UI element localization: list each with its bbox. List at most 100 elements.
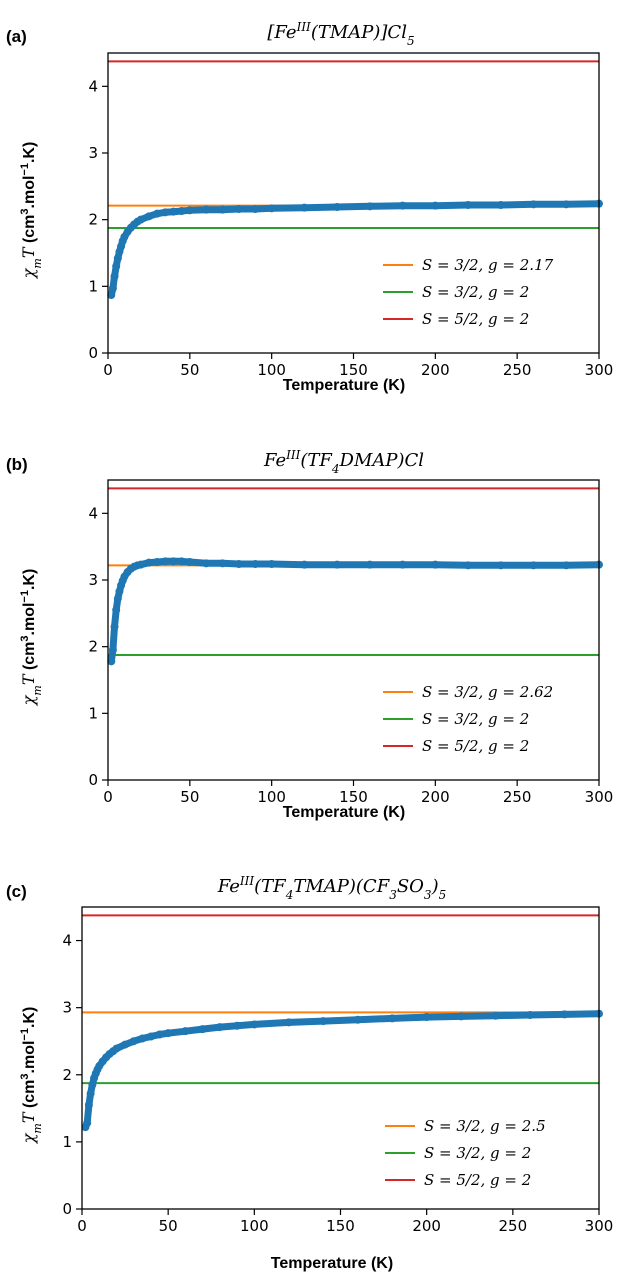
y-tick-label: 0 <box>88 344 98 362</box>
data-point <box>529 561 538 570</box>
y-tick-label: 0 <box>88 771 98 789</box>
y-tick-label: 4 <box>62 932 72 950</box>
y-tick-label: 3 <box>62 999 72 1017</box>
data-point <box>110 622 119 631</box>
data-point <box>108 646 117 654</box>
legend-entry: S = 3/2, g = 2 <box>422 283 529 301</box>
data-point <box>267 560 276 568</box>
data-point <box>84 1100 93 1109</box>
chart-title: FeIII(TF4DMAP)Cl <box>263 448 424 476</box>
data-point <box>267 204 276 213</box>
data-point <box>107 291 116 299</box>
data-point <box>388 1014 397 1023</box>
data-point <box>202 559 211 568</box>
data-point <box>422 1013 431 1022</box>
data-point <box>198 1025 207 1034</box>
data-point <box>161 557 170 566</box>
data-point <box>138 1034 147 1043</box>
data-point <box>333 560 342 569</box>
data-point <box>110 272 119 281</box>
data-point <box>251 205 260 213</box>
data-point <box>529 200 538 209</box>
data-point <box>121 1040 130 1049</box>
x-tick-label: 0 <box>103 788 113 806</box>
data-point <box>136 560 145 569</box>
panel-label: (b) <box>6 455 28 474</box>
data-point <box>86 1089 95 1098</box>
legend: S = 3/2, g = 2.17 S = 3/2, g = 2 S = 5/2… <box>383 256 554 328</box>
data-point <box>319 1017 328 1026</box>
x-tick-label: 100 <box>257 788 286 806</box>
data-point <box>169 557 178 566</box>
data-point <box>250 1020 259 1029</box>
data-point <box>365 560 374 569</box>
data-point <box>113 254 122 263</box>
data-point <box>107 657 116 666</box>
x-axis-title: Temperature (K) <box>271 1255 393 1272</box>
data-point <box>233 1021 242 1030</box>
legend-entry: S = 3/2, g = 2.62 <box>422 683 553 701</box>
data-point <box>562 561 571 570</box>
y-tick-label: 1 <box>88 277 98 295</box>
x-tick-label: 150 <box>339 788 368 806</box>
x-tick-label: 200 <box>421 788 450 806</box>
data-point <box>185 206 194 215</box>
data-point <box>83 1119 92 1128</box>
data-point <box>526 1011 535 1020</box>
data-point <box>251 560 260 568</box>
legend-entry: S = 5/2, g = 2 <box>422 737 529 755</box>
legend-entry: S = 3/2, g = 2.5 <box>424 1117 546 1135</box>
x-tick-label: 200 <box>412 1217 441 1235</box>
x-tick-label: 50 <box>159 1217 178 1235</box>
x-axis-title: Temperature (K) <box>283 377 405 394</box>
x-tick-label: 50 <box>180 788 199 806</box>
data-point <box>153 558 162 566</box>
data-point <box>155 1030 164 1039</box>
y-tick-label: 4 <box>88 504 98 522</box>
y-axis-title: χmT (cm3.mol−1.K) <box>19 142 44 280</box>
data-point <box>300 203 309 212</box>
data-point <box>457 1012 466 1021</box>
data-point <box>234 560 243 568</box>
y-axis-title: χmT (cm3.mol−1.K) <box>19 1007 44 1145</box>
x-tick-label: 50 <box>180 361 199 379</box>
data-point <box>431 560 440 569</box>
x-tick-label: 300 <box>585 361 614 379</box>
plot-area: 0 50 100 150 200 250 300 0 1 2 3 4 <box>62 906 614 1235</box>
data-point <box>218 559 227 568</box>
data-point <box>113 594 122 603</box>
data-point <box>112 262 121 271</box>
y-tick-label: 1 <box>88 704 98 722</box>
y-tick-label: 1 <box>62 1133 72 1151</box>
data-point <box>129 1037 138 1046</box>
data-point <box>144 212 153 221</box>
panel-label: (c) <box>6 882 27 901</box>
data-point <box>333 203 342 211</box>
data-point <box>491 1011 500 1020</box>
y-tick-label: 2 <box>88 211 98 229</box>
data-point <box>365 202 374 211</box>
legend: S = 3/2, g = 2.62 S = 3/2, g = 2 S = 5/2… <box>383 683 553 755</box>
data-point <box>153 209 162 218</box>
data-point <box>146 1032 155 1041</box>
y-tick-label: 3 <box>88 571 98 589</box>
data-point <box>218 205 227 214</box>
y-tick-label: 0 <box>62 1200 72 1218</box>
data-point <box>234 205 243 213</box>
x-axis-title: Temperature (K) <box>283 804 405 821</box>
y-axis-title: χmT (cm3.mol−1.K) <box>19 569 44 707</box>
data-point <box>215 1023 224 1032</box>
legend-entry: S = 3/2, g = 2 <box>422 710 529 728</box>
legend-entry: S = 5/2, g = 2 <box>424 1171 531 1189</box>
x-tick-label: 300 <box>585 1217 614 1235</box>
y-tick-label: 2 <box>62 1066 72 1084</box>
data-point <box>108 284 117 293</box>
legend: S = 3/2, g = 2.5 S = 3/2, g = 2 S = 5/2,… <box>385 1117 546 1189</box>
data-point <box>112 606 121 614</box>
x-tick-label: 150 <box>339 361 368 379</box>
panel-label: (a) <box>6 27 27 46</box>
x-tick-label: 200 <box>421 361 450 379</box>
plot-area: 0 50 100 150 200 250 300 0 1 2 3 4 <box>88 52 614 379</box>
data-point <box>161 208 170 217</box>
data-point <box>88 1080 97 1089</box>
